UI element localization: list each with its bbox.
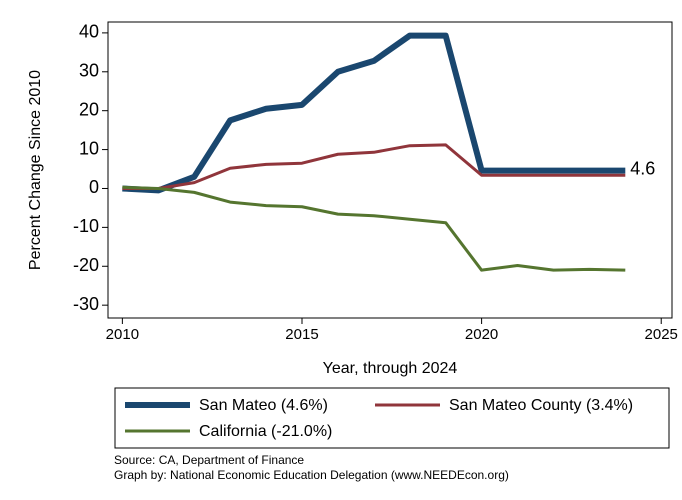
plot-frame	[107, 21, 673, 319]
legend-label: California (-21.0%)	[199, 423, 332, 440]
series-line	[122, 185, 626, 272]
y-axis-label: Percent Change Since 2010	[27, 70, 44, 270]
series-line	[122, 143, 626, 190]
legend-label: San Mateo County (3.4%)	[449, 397, 633, 414]
legend-label: San Mateo (4.6%)	[199, 397, 328, 414]
y-tick-label: 40	[79, 22, 99, 42]
y-tick-label: 0	[89, 177, 99, 197]
y-tick-label: -10	[73, 216, 99, 236]
end-label: 4.6	[630, 158, 655, 178]
y-tick-label: 20	[79, 99, 99, 119]
source-line: Source: CA, Department of Finance	[114, 453, 304, 467]
x-tick-label: 2010	[106, 326, 139, 343]
source-line: Graph by: National Economic Education De…	[114, 468, 509, 482]
y-tick-label: -20	[73, 255, 99, 275]
y-tick-label: -30	[73, 294, 99, 314]
x-tick-label: 2015	[285, 326, 318, 343]
x-axis-label: Year, through 2024	[323, 360, 458, 377]
y-tick-label: 30	[79, 61, 99, 81]
legend-box	[114, 387, 670, 449]
x-tick-label: 2020	[465, 326, 498, 343]
x-tick-label: 2025	[645, 326, 678, 343]
series-line	[122, 32, 626, 194]
y-tick-label: 10	[79, 138, 99, 158]
